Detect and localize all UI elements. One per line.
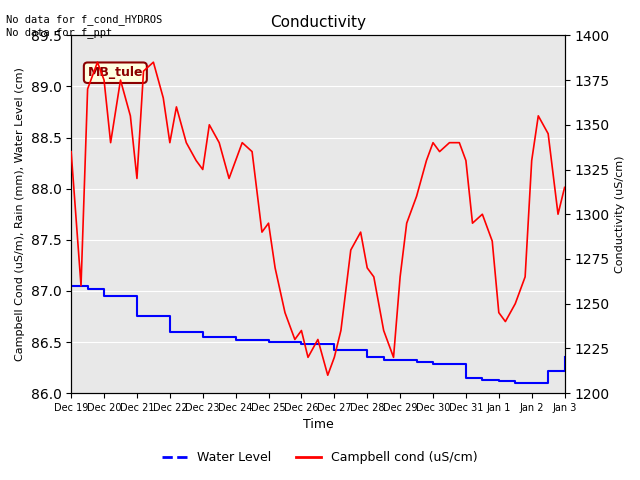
X-axis label: Time: Time	[303, 419, 333, 432]
Legend: Water Level, Campbell cond (uS/cm): Water Level, Campbell cond (uS/cm)	[157, 446, 483, 469]
Title: Conductivity: Conductivity	[270, 15, 366, 30]
Text: No data for f_cond_HYDROS
No data for f_ppt: No data for f_cond_HYDROS No data for f_…	[6, 14, 163, 38]
Y-axis label: Conductivity (uS/cm): Conductivity (uS/cm)	[615, 156, 625, 273]
Text: MB_tule: MB_tule	[88, 66, 143, 79]
Y-axis label: Campbell Cond (uS/m), Rain (mm), Water Level (cm): Campbell Cond (uS/m), Rain (mm), Water L…	[15, 67, 25, 361]
